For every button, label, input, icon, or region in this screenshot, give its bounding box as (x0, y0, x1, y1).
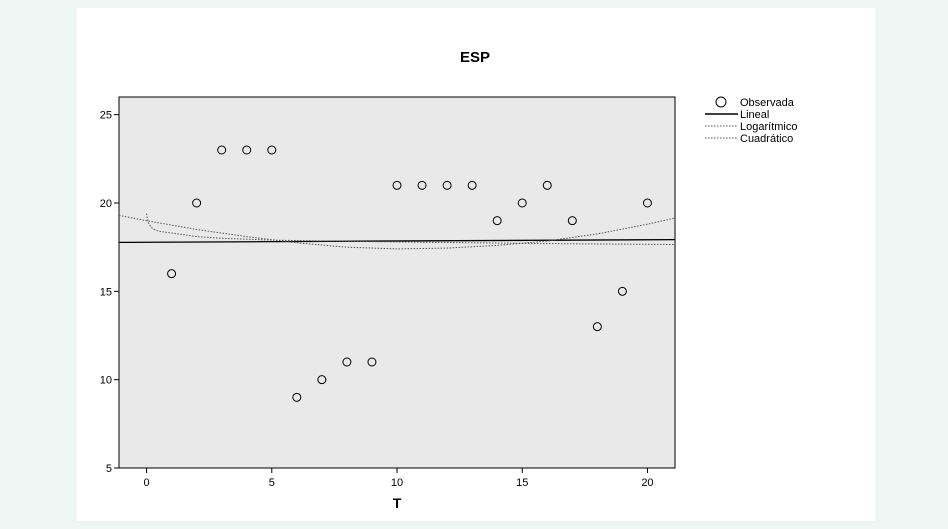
plot-area (118, 96, 676, 469)
data-point (342, 357, 352, 367)
data-point (542, 180, 552, 190)
data-point (567, 216, 577, 226)
data-point (617, 286, 627, 296)
legend-label: Observada (740, 97, 795, 109)
data-point (467, 180, 477, 190)
data-point (192, 198, 202, 208)
data-point (167, 269, 177, 279)
y-tick-label: 10 (100, 375, 112, 387)
legend-marker-circle (715, 96, 727, 108)
data-point (442, 180, 452, 190)
y-tick-label: 20 (100, 198, 112, 210)
data-point (292, 392, 302, 402)
chart-title: ESP (460, 49, 490, 66)
legend-label: Logarítmico (740, 121, 797, 133)
data-point (492, 216, 502, 226)
legend-label: Lineal (740, 109, 769, 121)
y-tick-label: 5 (106, 463, 112, 475)
legend-label: Cuadrático (740, 133, 793, 145)
series-line-lineal (118, 238, 676, 244)
chart-frame: ESP 5 10 15 20 25 0 5 10 15 20 T Observada Lineal L… (77, 8, 875, 521)
data-point (217, 145, 227, 155)
y-tick-label: 15 (100, 286, 112, 298)
x-tick-label: 0 (143, 477, 149, 489)
x-tick-label: 5 (269, 477, 275, 489)
series-line-cuadrático (118, 214, 676, 250)
x-tick-label: 20 (641, 477, 653, 489)
chart: ESP 5 10 15 20 25 0 5 10 15 20 T ObservadaLinealL… (100, 49, 798, 511)
axes: 5 10 15 20 25 0 5 10 15 20 (100, 110, 654, 489)
x-tick-label: 10 (391, 477, 403, 489)
x-axis-label: T (393, 495, 402, 511)
y-tick-label: 25 (100, 110, 112, 122)
data-point (392, 180, 402, 190)
data-point (592, 322, 602, 332)
data-point (242, 145, 252, 155)
data-point (267, 145, 277, 155)
data-point (417, 180, 427, 190)
data-point (317, 375, 327, 385)
data-point (642, 198, 652, 208)
series-line-logarítmico (146, 213, 676, 245)
series-layer (118, 145, 676, 402)
data-point (517, 198, 527, 208)
data-point (367, 357, 377, 367)
x-tick-label: 15 (516, 477, 528, 489)
